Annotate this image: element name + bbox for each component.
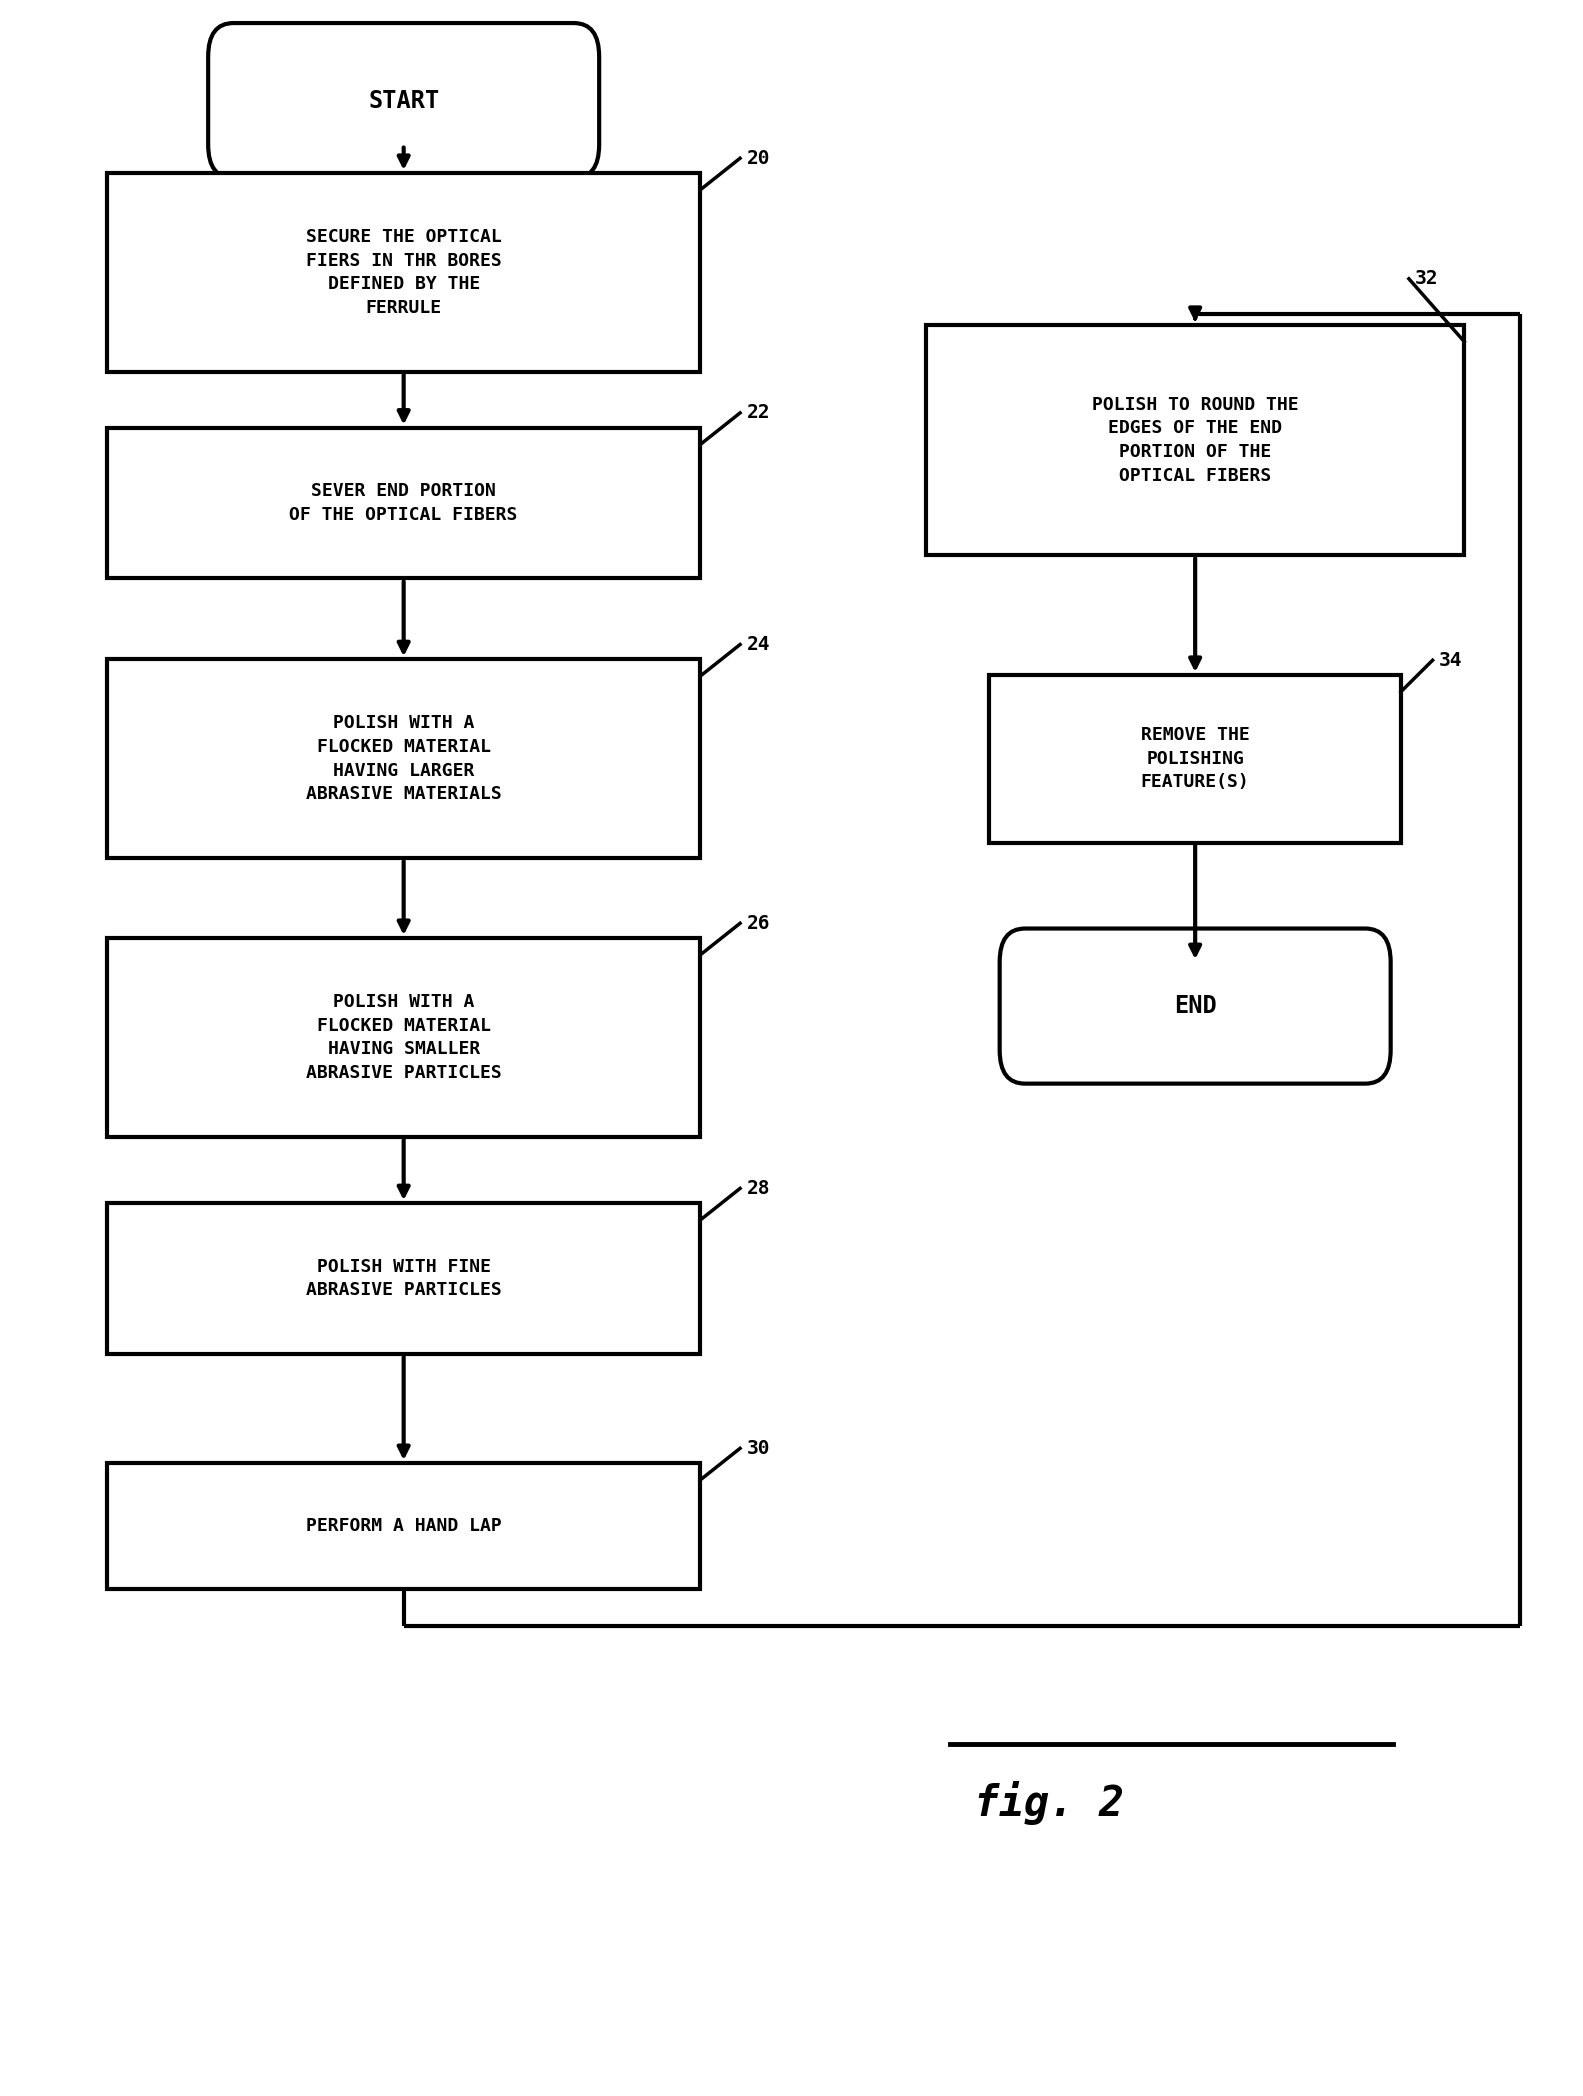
Text: POLISH WITH FINE
ABRASIVE PARTICLES: POLISH WITH FINE ABRASIVE PARTICLES xyxy=(306,1258,502,1300)
FancyBboxPatch shape xyxy=(926,325,1464,555)
FancyBboxPatch shape xyxy=(1000,929,1390,1084)
Text: SECURE THE OPTICAL
FIERS IN THR BORES
DEFINED BY THE
FERRULE: SECURE THE OPTICAL FIERS IN THR BORES DE… xyxy=(306,228,502,316)
Text: 30: 30 xyxy=(747,1438,769,1459)
Text: 26: 26 xyxy=(747,914,769,933)
FancyBboxPatch shape xyxy=(108,658,700,859)
Text: START: START xyxy=(367,88,440,113)
Text: fig. 2: fig. 2 xyxy=(974,1782,1124,1824)
Text: 20: 20 xyxy=(747,149,769,168)
FancyBboxPatch shape xyxy=(989,675,1401,843)
Text: POLISH WITH A
FLOCKED MATERIAL
HAVING LARGER
ABRASIVE MATERIALS: POLISH WITH A FLOCKED MATERIAL HAVING LA… xyxy=(306,715,502,803)
FancyBboxPatch shape xyxy=(108,428,700,578)
Text: POLISH TO ROUND THE
EDGES OF THE END
PORTION OF THE
OPTICAL FIBERS: POLISH TO ROUND THE EDGES OF THE END POR… xyxy=(1092,396,1298,484)
FancyBboxPatch shape xyxy=(108,174,700,373)
FancyBboxPatch shape xyxy=(209,23,598,178)
Text: 24: 24 xyxy=(747,635,769,654)
Text: REMOVE THE
POLISHING
FEATURE(S): REMOVE THE POLISHING FEATURE(S) xyxy=(1141,725,1249,792)
Text: 28: 28 xyxy=(747,1178,769,1199)
Text: 22: 22 xyxy=(747,402,769,423)
Text: END: END xyxy=(1173,994,1217,1019)
Text: POLISH WITH A
FLOCKED MATERIAL
HAVING SMALLER
ABRASIVE PARTICLES: POLISH WITH A FLOCKED MATERIAL HAVING SM… xyxy=(306,994,502,1082)
FancyBboxPatch shape xyxy=(108,939,700,1136)
Text: 32: 32 xyxy=(1415,268,1439,289)
Text: PERFORM A HAND LAP: PERFORM A HAND LAP xyxy=(306,1518,502,1534)
Text: SEVER END PORTION
OF THE OPTICAL FIBERS: SEVER END PORTION OF THE OPTICAL FIBERS xyxy=(290,482,518,524)
Text: 34: 34 xyxy=(1439,650,1463,671)
FancyBboxPatch shape xyxy=(108,1203,700,1354)
FancyBboxPatch shape xyxy=(108,1463,700,1589)
